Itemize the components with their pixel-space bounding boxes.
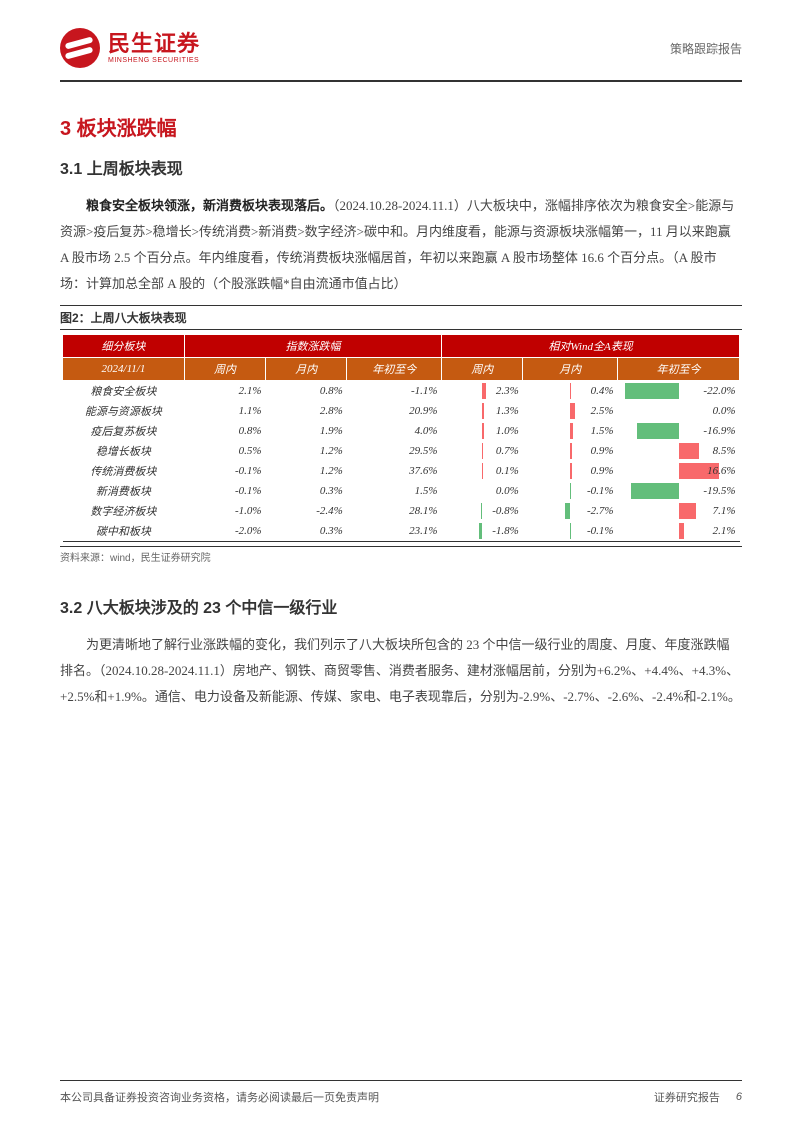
logo: 民生证券 MINSHENG SECURITIES	[60, 28, 200, 68]
cell-rel: 0.1%	[442, 461, 523, 481]
th-sub-0: 周内	[184, 358, 265, 381]
cell-idx: 1.2%	[266, 461, 347, 481]
cell-idx: 0.3%	[266, 521, 347, 542]
cell-idx: 37.6%	[347, 461, 442, 481]
cell-idx: -1.1%	[347, 381, 442, 402]
cell-rel: -16.9%	[618, 421, 740, 441]
cell-name: 粮食安全板块	[63, 381, 185, 402]
table-row: 传统消费板块-0.1%1.2%37.6%0.1%0.9%16.6%	[63, 461, 740, 481]
cell-idx: 0.8%	[266, 381, 347, 402]
cell-idx: 1.9%	[266, 421, 347, 441]
th-sub-2: 年初至今	[347, 358, 442, 381]
cell-idx: -0.1%	[184, 481, 265, 501]
th-relative: 相对Wind全A表现	[442, 335, 740, 358]
cell-idx: 0.3%	[266, 481, 347, 501]
section-3-title: 3 板块涨跌幅	[60, 112, 742, 141]
cell-idx: 28.1%	[347, 501, 442, 521]
cell-rel: 0.0%	[442, 481, 523, 501]
cell-rel: 1.3%	[442, 401, 523, 421]
footer-right: 证券研究报告 6	[654, 1089, 742, 1105]
cell-name: 新消费板块	[63, 481, 185, 501]
cell-rel: -0.1%	[523, 481, 618, 501]
cell-name: 传统消费板块	[63, 461, 185, 481]
logo-cn: 民生证券	[108, 32, 200, 56]
table-row: 能源与资源板块1.1%2.8%20.9%1.3%2.5%0.0%	[63, 401, 740, 421]
cell-rel: -19.5%	[618, 481, 740, 501]
cell-rel: 16.6%	[618, 461, 740, 481]
cell-rel: 2.1%	[618, 521, 740, 542]
cell-rel: 0.9%	[523, 441, 618, 461]
cell-idx: -2.4%	[266, 501, 347, 521]
cell-idx: 29.5%	[347, 441, 442, 461]
cell-rel: 2.5%	[523, 401, 618, 421]
page-number: 6	[736, 1091, 742, 1103]
table-row: 稳增长板块0.5%1.2%29.5%0.7%0.9%8.5%	[63, 441, 740, 461]
th-index-change: 指数涨跌幅	[184, 335, 441, 358]
cell-rel: 8.5%	[618, 441, 740, 461]
section-3-1-title: 3.1 上周板块表现	[60, 155, 742, 179]
logo-en: MINSHENG SECURITIES	[108, 57, 200, 64]
cell-idx: -0.1%	[184, 461, 265, 481]
table-wrap: 细分板块指数涨跌幅相对Wind全A表现2024/11/1周内月内年初至今周内月内…	[60, 334, 742, 542]
cell-rel: -1.8%	[442, 521, 523, 542]
th-sub-5: 年初至今	[618, 358, 740, 381]
cell-name: 稳增长板块	[63, 441, 185, 461]
cell-idx: 0.5%	[184, 441, 265, 461]
cell-idx: 1.1%	[184, 401, 265, 421]
table-row: 粮食安全板块2.1%0.8%-1.1%2.3%0.4%-22.0%	[63, 381, 740, 402]
section-3-2-para: 为更清晰地了解行业涨跌幅的变化，我们列示了八大板块所包含的 23 个中信一级行业…	[60, 632, 742, 710]
footer-right-label: 证券研究报告	[654, 1089, 720, 1105]
page-footer: 本公司具备证券投资咨询业务资格，请务必阅读最后一页免责声明 证券研究报告 6	[60, 1080, 742, 1105]
header-right: 策略跟踪报告	[670, 40, 742, 57]
cell-rel: 0.0%	[618, 401, 740, 421]
cell-rel: 0.4%	[523, 381, 618, 402]
table-row: 碳中和板块-2.0%0.3%23.1%-1.8%-0.1%2.1%	[63, 521, 740, 542]
cell-idx: 23.1%	[347, 521, 442, 542]
para-bold: 粮食安全板块领涨，新消费板块表现落后。	[86, 198, 333, 213]
cell-idx: -2.0%	[184, 521, 265, 542]
table-row: 疫后复苏板块0.8%1.9%4.0%1.0%1.5%-16.9%	[63, 421, 740, 441]
cell-rel: -0.8%	[442, 501, 523, 521]
cell-rel: 0.9%	[523, 461, 618, 481]
cell-rel: -22.0%	[618, 381, 740, 402]
cell-rel: 1.0%	[442, 421, 523, 441]
logo-icon	[60, 28, 100, 68]
cell-rel: -2.7%	[523, 501, 618, 521]
table-source: 资料来源：wind，民生证券研究院	[60, 546, 742, 564]
logo-text: 民生证券 MINSHENG SECURITIES	[108, 32, 200, 63]
cell-name: 疫后复苏板块	[63, 421, 185, 441]
cell-name: 能源与资源板块	[63, 401, 185, 421]
cell-rel: 1.5%	[523, 421, 618, 441]
cell-idx: 1.5%	[347, 481, 442, 501]
cell-rel: 2.3%	[442, 381, 523, 402]
figure-2-title: 图2：上周八大板块表现	[60, 305, 742, 330]
cell-rel: -0.1%	[523, 521, 618, 542]
cell-name: 碳中和板块	[63, 521, 185, 542]
cell-idx: 1.2%	[266, 441, 347, 461]
th-sub-4: 月内	[523, 358, 618, 381]
th-date: 2024/11/1	[63, 358, 185, 381]
footer-left: 本公司具备证券投资咨询业务资格，请务必阅读最后一页免责声明	[60, 1089, 379, 1105]
section-3-2-title: 3.2 八大板块涉及的 23 个中信一级行业	[60, 594, 742, 618]
th-sub-3: 周内	[442, 358, 523, 381]
cell-rel: 0.7%	[442, 441, 523, 461]
cell-idx: 2.1%	[184, 381, 265, 402]
th-sector: 细分板块	[63, 335, 185, 358]
page-header: 民生证券 MINSHENG SECURITIES 策略跟踪报告	[60, 0, 742, 82]
cell-idx: -1.0%	[184, 501, 265, 521]
content: 3 板块涨跌幅 3.1 上周板块表现 粮食安全板块领涨，新消费板块表现落后。（2…	[0, 82, 802, 710]
section-3-1-para: 粮食安全板块领涨，新消费板块表现落后。（2024.10.28-2024.11.1…	[60, 193, 742, 297]
table-row: 数字经济板块-1.0%-2.4%28.1%-0.8%-2.7%7.1%	[63, 501, 740, 521]
cell-name: 数字经济板块	[63, 501, 185, 521]
cell-rel: 7.1%	[618, 501, 740, 521]
cell-idx: 2.8%	[266, 401, 347, 421]
cell-idx: 4.0%	[347, 421, 442, 441]
cell-idx: 0.8%	[184, 421, 265, 441]
th-sub-1: 月内	[266, 358, 347, 381]
sector-performance-table: 细分板块指数涨跌幅相对Wind全A表现2024/11/1周内月内年初至今周内月内…	[62, 334, 740, 542]
table-row: 新消费板块-0.1%0.3%1.5%0.0%-0.1%-19.5%	[63, 481, 740, 501]
cell-idx: 20.9%	[347, 401, 442, 421]
